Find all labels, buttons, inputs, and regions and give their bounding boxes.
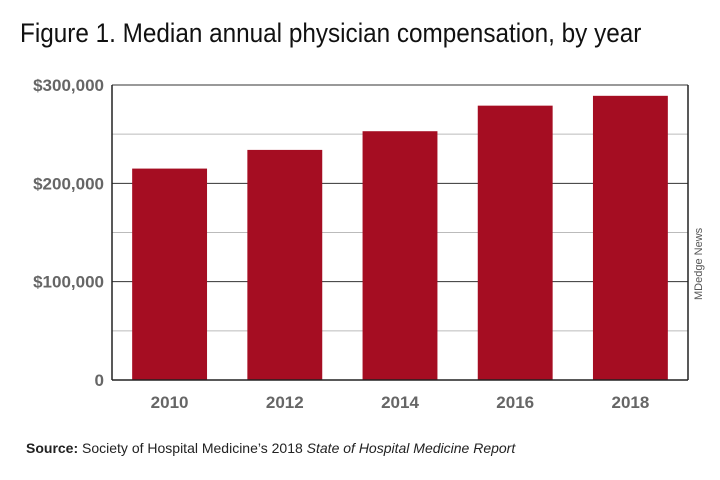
y-tick-label: 0 (95, 371, 104, 390)
x-tick-label: 2012 (266, 393, 304, 412)
bar-2010 (132, 168, 208, 380)
chart-title: Figure 1. Median annual physician compen… (20, 18, 642, 48)
credit-label: MDedge News (693, 227, 705, 300)
y-tick-label: $200,000 (33, 174, 104, 193)
bar-2014 (362, 131, 438, 380)
y-tick-labels: 0 $100,000 $200,000 $300,000 (33, 76, 104, 390)
x-tick-label: 2014 (381, 393, 419, 412)
source-text: Society of Hospital Medicine’s 2018 (82, 440, 303, 456)
source-note: Source: Society of Hospital Medicine’s 2… (26, 440, 515, 456)
bar-2018 (592, 95, 668, 381)
y-tick-label: $300,000 (33, 76, 104, 95)
x-tick-label: 2018 (611, 393, 649, 412)
bar-2016 (477, 105, 553, 381)
bar-2012 (247, 149, 323, 380)
source-report-title: State of Hospital Medicine Report (306, 440, 516, 456)
axes (111, 85, 689, 381)
bars (132, 95, 668, 381)
y-tick-label: $100,000 (33, 273, 104, 292)
x-tick-label: 2016 (496, 393, 534, 412)
source-label: Source: (26, 440, 79, 456)
x-tick-labels: 2010 2012 2014 2016 2018 (151, 393, 650, 412)
x-tick-label: 2010 (151, 393, 189, 412)
